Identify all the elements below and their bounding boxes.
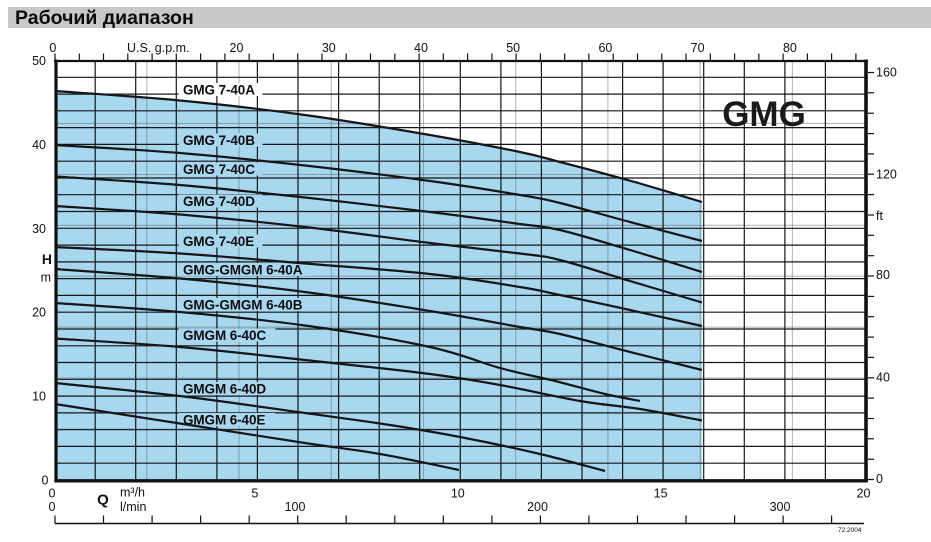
- svg-text:20: 20: [857, 487, 871, 501]
- svg-text:0: 0: [49, 487, 56, 501]
- svg-text:GMGM 6-40D: GMGM 6-40D: [183, 381, 266, 396]
- svg-text:120: 120: [876, 168, 897, 182]
- svg-text:Q: Q: [97, 492, 109, 509]
- svg-text:GMG 7-40A: GMG 7-40A: [183, 82, 255, 97]
- svg-text:30: 30: [32, 222, 46, 236]
- svg-text:40: 40: [876, 371, 890, 385]
- svg-text:U.S. g.p.m.: U.S. g.p.m.: [127, 41, 190, 55]
- svg-text:m: m: [41, 271, 51, 285]
- svg-text:H: H: [42, 251, 52, 267]
- svg-text:20: 20: [230, 41, 244, 55]
- svg-text:GMG 7-40C: GMG 7-40C: [183, 162, 255, 177]
- svg-text:200: 200: [527, 500, 548, 514]
- svg-text:70: 70: [691, 41, 705, 55]
- svg-text:50: 50: [32, 54, 46, 68]
- svg-text:0: 0: [42, 474, 49, 488]
- svg-text:10: 10: [32, 390, 46, 404]
- svg-text:80: 80: [783, 41, 797, 55]
- svg-text:160: 160: [876, 66, 897, 80]
- svg-text:20: 20: [32, 306, 46, 320]
- svg-text:40: 40: [32, 138, 46, 152]
- svg-text:GMGM 6-40C: GMGM 6-40C: [183, 328, 266, 343]
- svg-text:72.2004: 72.2004: [838, 527, 862, 534]
- svg-text:GMG: GMG: [722, 95, 806, 134]
- svg-text:0: 0: [49, 41, 56, 55]
- svg-text:GMG-GMGM 6-40B: GMG-GMGM 6-40B: [183, 297, 303, 312]
- svg-text:GMG 7-40D: GMG 7-40D: [183, 194, 255, 209]
- svg-text:GMGM 6-40E: GMGM 6-40E: [183, 412, 265, 427]
- svg-text:5: 5: [251, 487, 258, 501]
- svg-text:0: 0: [876, 472, 883, 486]
- svg-text:GMG 7-40E: GMG 7-40E: [183, 234, 254, 249]
- svg-text:ft: ft: [876, 209, 883, 223]
- svg-text:10: 10: [451, 487, 465, 501]
- svg-text:50: 50: [506, 41, 520, 55]
- svg-text:80: 80: [876, 268, 890, 282]
- svg-text:30: 30: [322, 41, 336, 55]
- svg-text:m³/h: m³/h: [120, 486, 145, 500]
- svg-text:GMG 7-40B: GMG 7-40B: [183, 133, 255, 148]
- svg-text:15: 15: [654, 487, 668, 501]
- svg-text:l/min: l/min: [120, 500, 146, 514]
- svg-text:0: 0: [49, 500, 56, 514]
- svg-text:GMG-GMGM 6-40A: GMG-GMGM 6-40A: [183, 262, 303, 277]
- svg-text:300: 300: [770, 500, 791, 514]
- svg-text:60: 60: [598, 41, 612, 55]
- svg-text:40: 40: [414, 41, 428, 55]
- svg-text:100: 100: [285, 500, 306, 514]
